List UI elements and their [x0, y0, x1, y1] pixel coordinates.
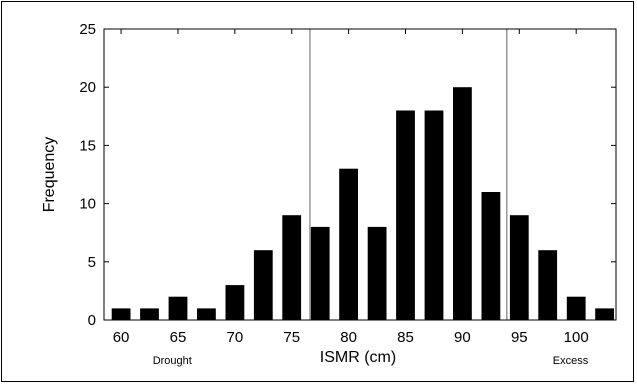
y-axis-label: Frequency: [41, 137, 58, 213]
y-tick-label: 25: [79, 21, 96, 38]
histogram-bar: [339, 168, 358, 320]
histogram-bar: [424, 110, 444, 320]
histogram-bar: [282, 215, 302, 320]
x-tick-label: 70: [227, 329, 244, 346]
histogram-bar: [453, 87, 472, 320]
annotation-label: Drought: [153, 355, 192, 367]
x-tick-label: 60: [113, 329, 130, 346]
histogram-bar: [197, 308, 216, 320]
x-tick-label: 75: [283, 329, 300, 346]
annotation-label: Excess: [553, 355, 589, 367]
histogram-bar: [481, 192, 501, 320]
x-tick-label: 95: [511, 329, 528, 346]
histogram-bar: [310, 226, 330, 320]
histogram-bar: [253, 250, 273, 320]
x-tick-label: 100: [564, 329, 589, 346]
histogram-bar: [595, 308, 614, 320]
x-tick-label: 85: [397, 329, 414, 346]
y-tick-label: 5: [88, 254, 96, 271]
histogram-bar: [140, 308, 159, 320]
x-tick-label: 80: [340, 329, 357, 346]
plot-area-border: [103, 28, 617, 321]
histogram-bar: [566, 296, 586, 320]
histogram-bar: [111, 308, 131, 320]
x-tick-label: 90: [454, 329, 471, 346]
histogram-bar: [168, 296, 188, 320]
histogram-bar: [509, 215, 529, 320]
y-tick-label: 15: [79, 137, 96, 154]
histogram-bar: [396, 110, 415, 320]
y-tick-label: 20: [79, 79, 96, 96]
y-tick-label: 10: [79, 196, 96, 213]
histogram-bar: [538, 250, 558, 320]
y-tick-label: 0: [88, 312, 96, 329]
x-tick-label: 65: [170, 329, 187, 346]
histogram-bar: [367, 226, 387, 320]
x-axis-label: ISMR (cm): [320, 349, 396, 366]
histogram-bar: [225, 285, 245, 320]
